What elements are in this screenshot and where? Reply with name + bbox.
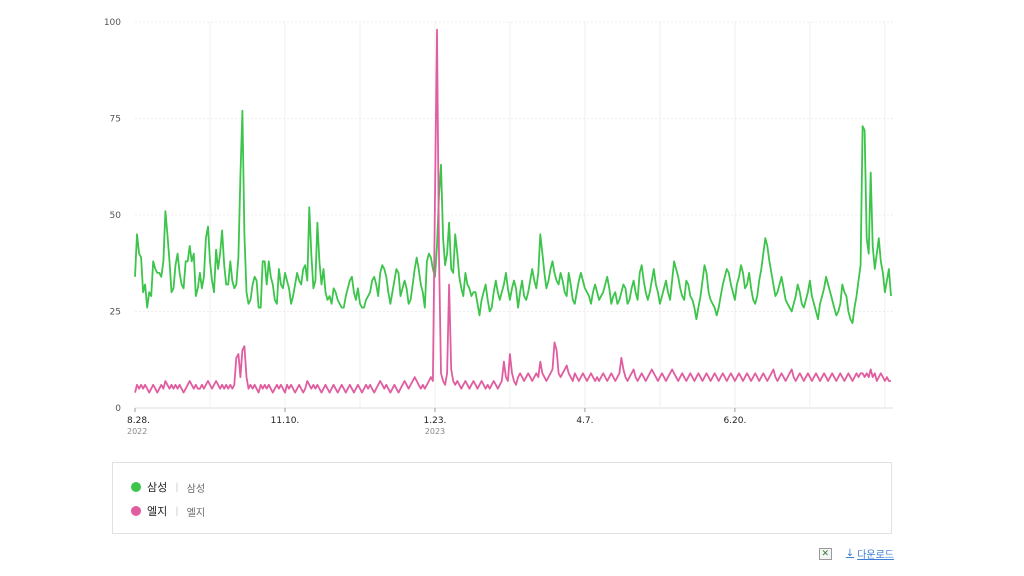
x-tick-label: 11.10.	[271, 416, 300, 426]
down-arrow-icon: ↓	[845, 548, 855, 559]
chart-footer: ✕ ↓ 다운로드	[818, 546, 894, 561]
x-tick-label: 8.28.	[127, 416, 150, 426]
x-tick-label: 1.23.	[424, 416, 447, 426]
legend-item-samsung[interactable]: 삼성 | 삼성	[131, 479, 205, 495]
legend-separator: |	[175, 481, 179, 493]
y-tick-label: 50	[110, 211, 122, 221]
download-button[interactable]: ↓ 다운로드	[846, 546, 894, 561]
legend-dot-samsung	[131, 482, 141, 492]
legend: 삼성 | 삼성 엘지 | 엘지	[112, 462, 892, 534]
series-line-lg	[134, 28, 891, 394]
legend-dot-lg	[131, 506, 141, 516]
legend-name: 삼성	[147, 481, 168, 494]
legend-item-lg[interactable]: 엘지 | 엘지	[131, 503, 205, 519]
legend-name: 엘지	[147, 505, 168, 518]
line-chart: 0 25 50 75 100 8.28.2022 11.10. 1.23.2023 4.7. 6.…	[104, 18, 893, 436]
y-tick-label: 0	[115, 404, 121, 414]
y-tick-label: 75	[110, 115, 121, 125]
x-tick-year-label: 2023	[425, 427, 445, 436]
download-label: 다운로드	[857, 550, 894, 561]
x-tick-label: 6.20.	[723, 416, 746, 426]
x-tick-year-label: 2022	[127, 427, 147, 436]
y-tick-label: 100	[104, 18, 121, 28]
series-line-samsung	[134, 109, 892, 324]
legend-separator: |	[175, 505, 179, 517]
y-tick-label: 25	[110, 308, 121, 318]
legend-term: 엘지	[186, 507, 206, 519]
excel-icon[interactable]: ✕	[818, 547, 832, 560]
x-tick-label: 4.7.	[576, 416, 593, 426]
legend-term: 삼성	[186, 483, 206, 495]
